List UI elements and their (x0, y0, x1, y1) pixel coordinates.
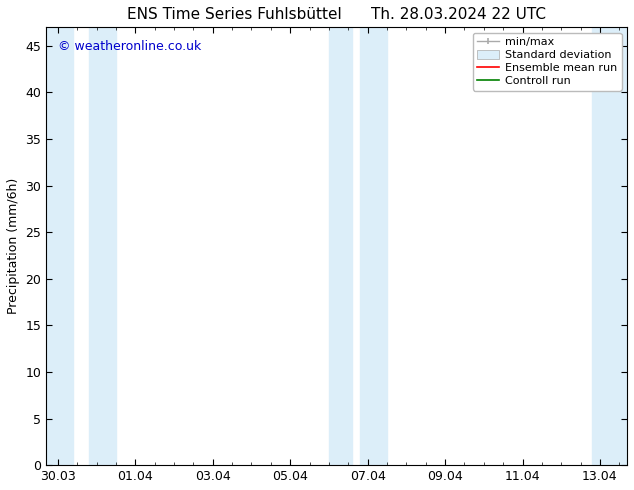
Bar (592, 27, 627, 465)
Bar (89, 27, 116, 465)
Bar (46, 27, 74, 465)
Bar (329, 27, 352, 465)
Y-axis label: Precipitation (mm/6h): Precipitation (mm/6h) (7, 178, 20, 315)
Title: ENS Time Series Fuhlsbüttel      Th. 28.03.2024 22 UTC: ENS Time Series Fuhlsbüttel Th. 28.03.20… (127, 7, 546, 22)
Legend: min/max, Standard deviation, Ensemble mean run, Controll run: min/max, Standard deviation, Ensemble me… (472, 33, 621, 91)
Bar (360, 27, 387, 465)
Text: © weatheronline.co.uk: © weatheronline.co.uk (58, 40, 201, 53)
